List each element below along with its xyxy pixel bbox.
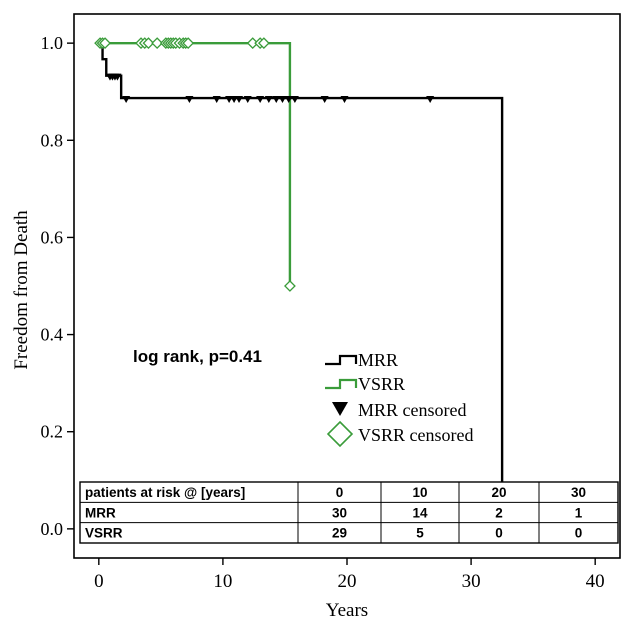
- vsrr-censor-mark: [151, 37, 164, 50]
- x-tick-label: 10: [213, 571, 232, 592]
- mrr-censor-mark: [256, 96, 265, 104]
- mrr-censor-mark: [122, 96, 131, 104]
- y-tick-label: 0.0: [41, 519, 64, 539]
- y-tick-label: 1.0: [41, 33, 64, 53]
- y-tick-label: 0.6: [41, 227, 64, 247]
- risk-table-frame: [79, 481, 619, 544]
- risk-table-header-cell: 10: [412, 485, 427, 500]
- vsrr-censor-mark: [283, 280, 296, 292]
- mrr-censor-mark: [284, 96, 293, 104]
- y-axis: 0.0 0.2 0.4 0.6 0.8 1.0: [41, 33, 74, 539]
- risk-table-cell: 14: [412, 505, 428, 520]
- risk-table-cell: 30: [332, 505, 347, 520]
- mrr-censor-mark: [243, 96, 252, 104]
- x-tick-label: 0: [94, 571, 104, 592]
- legend-vsrr-label: VSRR: [358, 374, 405, 394]
- legend-vsrr-censored-marker: [326, 420, 354, 448]
- plot-frame: [73, 13, 621, 559]
- mrr-censor-mark: [290, 96, 299, 104]
- vsrr-censor-mark: [142, 37, 155, 50]
- censor-marks: [94, 37, 435, 292]
- legend-mrr-swatch: [325, 354, 358, 366]
- mrr-censor-mark: [113, 73, 122, 81]
- x-tick-label: 20: [338, 571, 357, 592]
- risk-table-cell: 5: [416, 526, 424, 541]
- legend-mrr-censored-label: MRR censored: [358, 400, 466, 420]
- x-axis: 0 10 20 30 40: [94, 558, 605, 592]
- legend: MRR VSRR MRR censored VSRR censored: [325, 350, 474, 448]
- risk-table-header-cell: 20: [491, 485, 506, 500]
- y-axis-label: Freedom from Death: [11, 210, 32, 370]
- mrr-censor-mark: [320, 96, 329, 104]
- legend-vsrr-censored-label: VSRR censored: [358, 425, 474, 445]
- mrr-survival-line: [98, 41, 504, 529]
- risk-table-cell: 1: [575, 505, 583, 520]
- risk-table-cell: 0: [575, 526, 583, 541]
- log-rank-annotation: log rank, p=0.41: [133, 347, 262, 366]
- y-tick-label: 0.2: [41, 422, 64, 442]
- legend-mrr-label: MRR: [358, 350, 398, 370]
- mrr-censor-mark: [426, 96, 435, 104]
- vsrr-censor-mark: [257, 37, 270, 50]
- x-axis-label: Years: [326, 600, 368, 620]
- risk-table-header-cell: patients at risk @ [years]: [85, 485, 245, 500]
- risk-table-cell: VSRR: [85, 526, 123, 541]
- mrr-censor-mark: [235, 96, 244, 104]
- risk-table-cell: MRR: [85, 505, 116, 520]
- legend-vsrr-swatch: [325, 378, 358, 390]
- risk-table-cell: 0: [495, 526, 503, 541]
- risk-table-cell: 29: [332, 526, 347, 541]
- vsrr-censor-mark: [99, 37, 111, 50]
- risk-table-header-cell: 30: [571, 485, 586, 500]
- x-tick-label: 40: [586, 571, 605, 592]
- mrr-censor-mark: [272, 96, 281, 104]
- mrr-censor-mark: [264, 96, 273, 104]
- x-tick-label: 30: [462, 571, 481, 592]
- vsrr-censor-mark: [182, 37, 195, 50]
- risk-table-cell: 2: [495, 505, 503, 520]
- mrr-censor-mark: [278, 96, 287, 104]
- risk-table-grid: [80, 482, 618, 543]
- survival-curves: [98, 41, 504, 529]
- legend-mrr-censored-marker: [332, 402, 348, 416]
- mrr-censor-mark: [185, 96, 194, 104]
- risk-table-header-cell: 0: [336, 485, 344, 500]
- y-tick-label: 0.8: [41, 130, 64, 150]
- mrr-censor-mark: [340, 96, 349, 104]
- mrr-censor-mark: [212, 96, 221, 104]
- vsrr-survival-line: [98, 41, 292, 286]
- y-tick-label: 0.4: [41, 325, 64, 345]
